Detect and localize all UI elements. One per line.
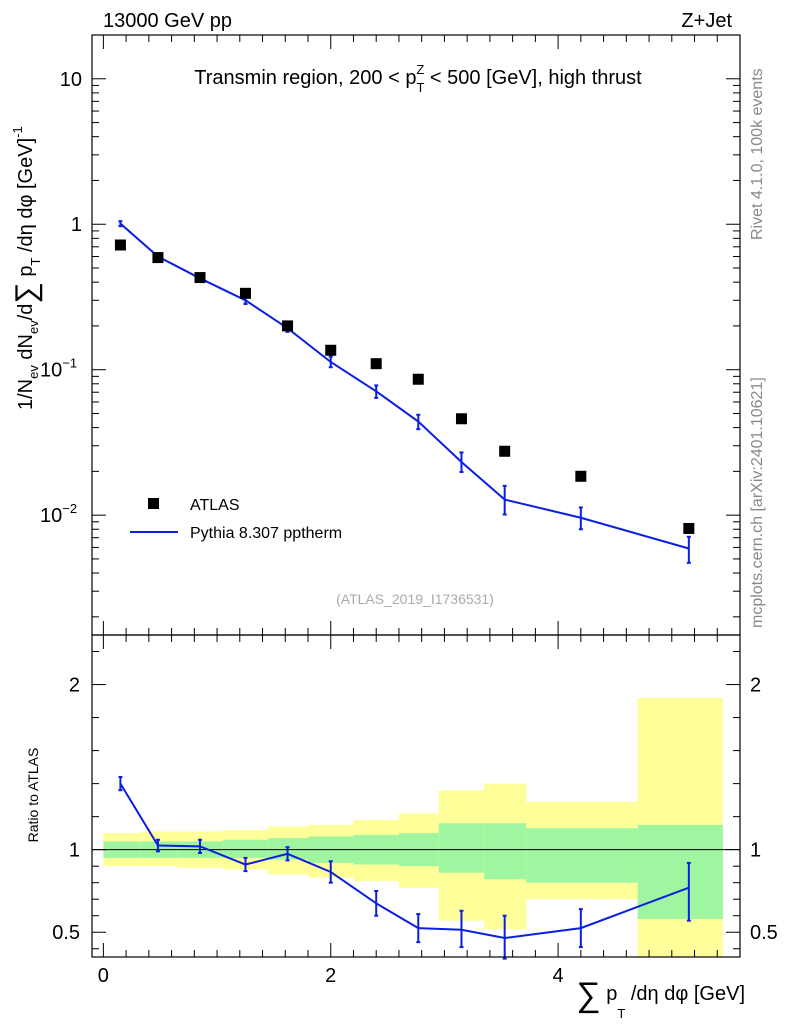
y-tick-label: 1 [71, 214, 82, 236]
ratio-band-inner [222, 839, 269, 858]
atlas-point [282, 320, 294, 332]
ratio-axis-ticks: 2 2 1 1 0.5 0.5 0 2 4 [52, 635, 778, 987]
ratio-y-tick-label-left: 2 [69, 675, 80, 697]
atlas-point [239, 287, 251, 299]
header-left: 13000 GeV pp [103, 10, 232, 32]
legend-label-pythia: Pythia 8.307 pptherm [190, 525, 342, 542]
atlas-point [194, 272, 206, 284]
reference-label: (ATLAS_2019_I1736531) [336, 591, 494, 607]
legend: ATLAS Pythia 8.307 pptherm [130, 497, 342, 542]
x-tick-label: 2 [325, 965, 336, 987]
x-tick-label: 4 [553, 965, 564, 987]
main-axis-ticks: 10 1 10−1 10−2 [40, 34, 740, 635]
atlas-point [152, 252, 164, 264]
atlas-point [575, 470, 587, 482]
ratio-band-inner [526, 828, 638, 883]
atlas-point [370, 358, 382, 370]
main-frame [91, 34, 741, 636]
main-panel: 10 1 10−1 10−2 Transmin region, 200 < pTZ <… [10, 34, 741, 636]
mcplots-label: mcplots.cern.ch [arXiv:2401.10621] [749, 377, 766, 628]
y-axis-label: 1/Nev dNev/d∑ pT /dη dφ [GeV]-1 [10, 126, 43, 410]
main-plot-marks [114, 220, 695, 564]
x-tick-label: 0 [98, 965, 109, 987]
ratio-frame [91, 634, 741, 958]
ratio-y-tick-label-right: 2 [750, 675, 761, 697]
ratio-band-inner [637, 824, 723, 920]
atlas-point [683, 522, 695, 534]
ratio-line [119, 783, 690, 940]
chart-title: Transmin region, 200 < pTZ < 500 [GeV], … [194, 62, 642, 95]
x-axis-label: ∑ pT /dη dφ [GeV] [576, 976, 745, 1021]
ratio-plot-marks [118, 776, 691, 960]
ratio-y-tick-label-right: 1 [750, 840, 761, 862]
y-tick-label: 10 [60, 69, 82, 91]
rivet-label: Rivet 4.1.0, 100k events [749, 68, 766, 240]
atlas-point [325, 344, 337, 356]
legend-label-atlas: ATLAS [190, 497, 240, 514]
y-tick-label: 10−1 [40, 356, 77, 382]
legend-marker-atlas [148, 498, 159, 509]
atlas-point [412, 373, 424, 385]
ratio-y-tick-label-right: 0.5 [750, 922, 778, 944]
ratio-y-tick-label-left: 0.5 [52, 922, 80, 944]
ratio-y-label: Ratio to ATLAS [25, 748, 41, 843]
ratio-panel: 2 2 1 1 0.5 0.5 0 2 4 Ratio to ATLAS ∑ pT /dη dφ… [25, 634, 778, 1021]
ratio-uncertainty-bands [103, 697, 723, 957]
atlas-point [455, 413, 467, 425]
header-right: Z+Jet [681, 10, 732, 32]
atlas-point [499, 445, 511, 457]
atlas-point [114, 239, 126, 251]
pythia-line [119, 222, 690, 550]
ratio-band-inner [484, 823, 527, 880]
ratio-y-tick-label-left: 1 [69, 840, 80, 862]
ratio-band-inner [438, 823, 485, 873]
y-tick-label: 10−2 [40, 501, 77, 527]
